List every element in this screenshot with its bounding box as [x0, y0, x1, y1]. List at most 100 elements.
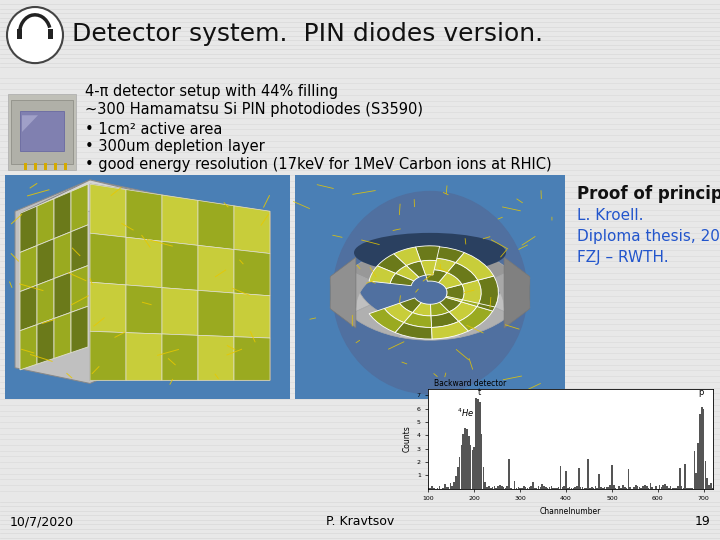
Bar: [474, 447, 475, 489]
Bar: [644, 485, 646, 489]
Bar: [696, 472, 697, 489]
Bar: [668, 488, 670, 489]
Polygon shape: [126, 237, 162, 288]
Bar: [609, 484, 611, 489]
Polygon shape: [20, 206, 37, 253]
Bar: [575, 488, 576, 489]
Text: L. Kroell.: L. Kroell.: [577, 208, 644, 223]
Bar: [710, 483, 712, 489]
Bar: [536, 488, 537, 489]
Text: Diploma thesis, 2010.: Diploma thesis, 2010.: [577, 229, 720, 244]
Polygon shape: [394, 247, 420, 266]
Polygon shape: [431, 302, 449, 316]
Bar: [437, 488, 438, 489]
Polygon shape: [459, 307, 492, 331]
Polygon shape: [420, 260, 436, 275]
Bar: [611, 465, 613, 489]
Bar: [454, 482, 455, 489]
Bar: [472, 450, 473, 489]
Bar: [510, 488, 512, 489]
Bar: [44, 163, 47, 170]
Bar: [652, 487, 653, 489]
Polygon shape: [234, 249, 270, 296]
Polygon shape: [477, 286, 498, 311]
Text: P. Kravtsov: P. Kravtsov: [326, 515, 394, 528]
Bar: [593, 488, 594, 489]
Bar: [64, 163, 67, 170]
X-axis label: Channelnumber: Channelnumber: [540, 507, 601, 516]
Bar: [714, 457, 716, 489]
Polygon shape: [456, 253, 494, 280]
Bar: [633, 487, 635, 489]
Text: Backward detector: Backward detector: [434, 379, 506, 388]
Bar: [688, 488, 690, 489]
Polygon shape: [330, 257, 356, 328]
Bar: [559, 466, 562, 489]
Polygon shape: [438, 273, 462, 288]
Bar: [703, 409, 704, 489]
Bar: [692, 488, 693, 489]
Y-axis label: Counts: Counts: [402, 426, 411, 452]
Bar: [446, 487, 448, 489]
Bar: [697, 443, 699, 489]
Bar: [503, 487, 505, 489]
Bar: [523, 487, 525, 489]
Polygon shape: [349, 248, 407, 280]
Text: 10/7/2020: 10/7/2020: [10, 515, 74, 528]
Bar: [545, 487, 546, 489]
Bar: [595, 486, 596, 489]
Bar: [466, 429, 468, 489]
Bar: [604, 487, 606, 489]
Bar: [514, 481, 516, 489]
Bar: [485, 482, 486, 489]
Bar: [457, 467, 459, 489]
Bar: [662, 485, 664, 489]
Bar: [449, 483, 451, 489]
Bar: [639, 487, 640, 489]
Bar: [672, 488, 673, 489]
Bar: [608, 487, 609, 489]
Bar: [464, 428, 466, 489]
Bar: [642, 486, 644, 489]
Bar: [462, 434, 464, 489]
Bar: [705, 461, 706, 489]
Bar: [543, 486, 545, 489]
Bar: [693, 451, 696, 489]
Bar: [448, 487, 449, 489]
Bar: [11, 99, 73, 164]
Text: p: p: [698, 388, 704, 397]
Polygon shape: [162, 195, 198, 245]
Text: ~300 Hamamatsu Si PIN photodiodes (S3590): ~300 Hamamatsu Si PIN photodiodes (S3590…: [85, 102, 423, 117]
Polygon shape: [425, 269, 447, 282]
Bar: [477, 400, 479, 489]
Polygon shape: [162, 288, 198, 335]
Bar: [488, 487, 490, 489]
Polygon shape: [504, 257, 530, 328]
Polygon shape: [446, 289, 464, 302]
Bar: [54, 163, 57, 170]
Polygon shape: [20, 180, 165, 213]
Polygon shape: [399, 245, 461, 264]
Bar: [539, 488, 541, 489]
Bar: [451, 485, 453, 489]
Polygon shape: [126, 333, 162, 380]
Text: • 300um depletion layer: • 300um depletion layer: [85, 139, 265, 154]
Polygon shape: [330, 271, 370, 307]
Bar: [661, 487, 662, 489]
Polygon shape: [404, 313, 431, 327]
Bar: [677, 487, 679, 489]
Bar: [486, 487, 488, 489]
Polygon shape: [90, 184, 126, 237]
Bar: [613, 484, 615, 489]
Polygon shape: [234, 206, 270, 253]
Bar: [636, 485, 639, 489]
Polygon shape: [54, 232, 71, 279]
Bar: [701, 407, 703, 489]
Text: 4-π detector setup with 44% filling: 4-π detector setup with 44% filling: [85, 84, 338, 99]
Bar: [528, 487, 530, 489]
Polygon shape: [453, 248, 510, 280]
Bar: [48, 29, 53, 39]
Bar: [598, 474, 600, 489]
Bar: [655, 485, 657, 489]
Bar: [8, 94, 76, 170]
